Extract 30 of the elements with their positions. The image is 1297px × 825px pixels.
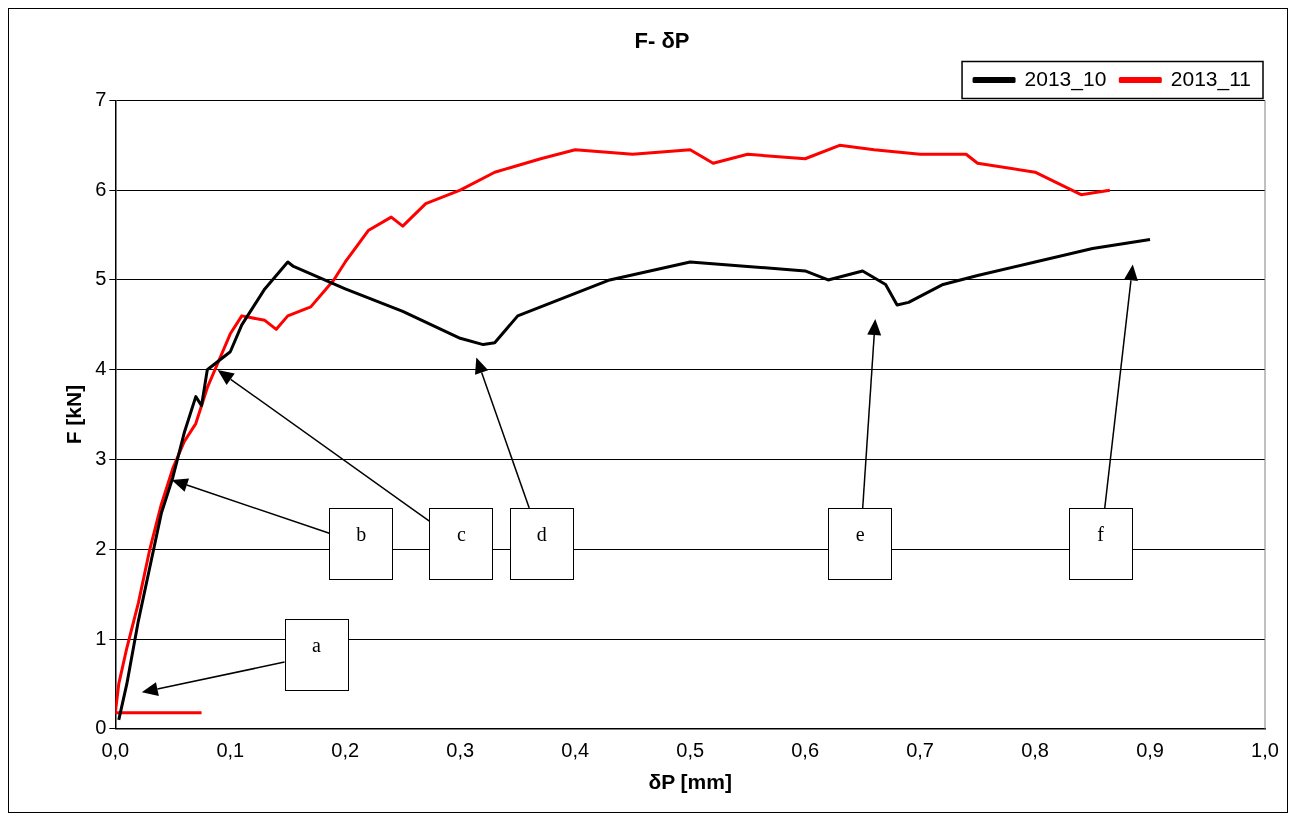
y-tick-label: 5 bbox=[95, 267, 107, 290]
x-tick-label: 0,8 bbox=[1021, 739, 1049, 762]
y-tick-label: 3 bbox=[95, 447, 107, 469]
x-tick-label: 0,9 bbox=[1136, 739, 1164, 762]
y-tick-label: 7 bbox=[95, 87, 107, 110]
callout-box: e bbox=[828, 508, 893, 581]
x-tick-label: 0,5 bbox=[676, 739, 705, 762]
chart-title: F- δP bbox=[634, 28, 690, 54]
x-axis-title: δP [mm] bbox=[648, 770, 732, 794]
y-tick-label: 1 bbox=[95, 626, 107, 649]
callout-box: f bbox=[1068, 508, 1133, 581]
y-tick-label: 4 bbox=[95, 357, 107, 380]
x-tick-label: 0,7 bbox=[906, 739, 934, 762]
y-axis-title: F [kN] bbox=[62, 384, 86, 445]
x-tick-label: 0,3 bbox=[446, 739, 475, 762]
x-tick-label: 0,6 bbox=[791, 739, 820, 762]
legend-label: 2013_11 bbox=[1170, 66, 1252, 91]
y-tick-label: 6 bbox=[95, 177, 107, 200]
callout-box: b bbox=[329, 508, 394, 581]
callout-box: d bbox=[509, 508, 574, 581]
callout-box: a bbox=[284, 619, 349, 692]
x-tick-label: 0,0 bbox=[101, 739, 130, 762]
y-tick-label: 2 bbox=[95, 536, 107, 559]
x-tick-label: 1,0 bbox=[1251, 739, 1279, 762]
x-tick-label: 0,2 bbox=[331, 739, 360, 762]
callout-box: c bbox=[429, 508, 494, 581]
x-tick-label: 0,1 bbox=[216, 739, 245, 762]
legend-label: 2013_10 bbox=[1024, 66, 1107, 91]
y-tick-label: 0 bbox=[95, 716, 107, 739]
x-tick-label: 0,4 bbox=[561, 739, 590, 762]
